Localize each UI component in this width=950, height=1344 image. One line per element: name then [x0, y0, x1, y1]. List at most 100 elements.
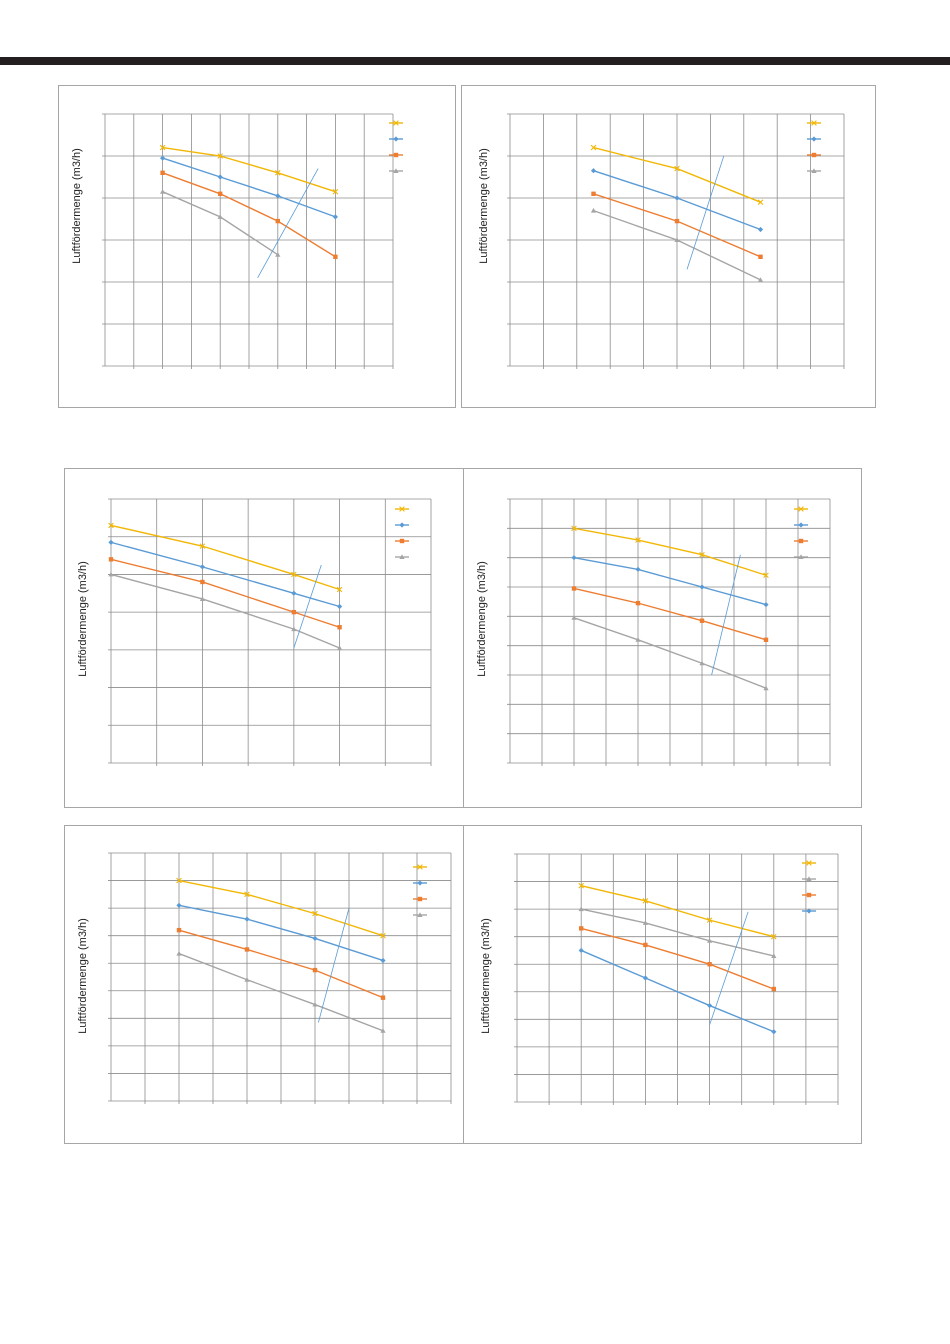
series-1: [176, 877, 386, 939]
series-2: [160, 155, 338, 220]
series-3-point: [108, 557, 114, 562]
series-3-point: [571, 586, 577, 591]
series-4-point: [571, 615, 577, 620]
series-4: [578, 947, 777, 1035]
series-2-line: [573, 556, 767, 606]
series-1: [159, 144, 339, 195]
legend-marker-3: [798, 538, 804, 544]
series-4-point: [590, 207, 597, 213]
series-3-point: [707, 962, 712, 967]
legend: [807, 120, 821, 173]
series-3: [571, 586, 769, 642]
series-4-point: [336, 645, 343, 650]
series-3: [160, 170, 338, 259]
legend-marker-1: [811, 120, 817, 126]
series-1-line: [178, 879, 384, 937]
legend-marker-1: [806, 860, 812, 866]
legend: [794, 506, 808, 559]
series-1: [578, 882, 777, 940]
operating-line: [318, 908, 350, 1023]
series-2-line: [110, 541, 340, 608]
series-4: [176, 950, 386, 1033]
series-2: [590, 168, 764, 233]
series-3-point: [591, 191, 596, 196]
legend-marker-3: [417, 896, 423, 902]
series-3-point: [275, 218, 280, 224]
series-4-point: [635, 637, 641, 642]
series-1-point: [176, 877, 182, 884]
grid: [108, 498, 432, 766]
series-4: [108, 571, 343, 650]
series-2-point: [763, 602, 769, 608]
series-1-point: [275, 170, 281, 176]
series-4-point: [108, 571, 114, 577]
series-2-line: [162, 157, 336, 218]
series-1-point: [590, 144, 597, 151]
legend-marker-4: [811, 168, 817, 173]
series-1-point: [199, 543, 206, 549]
series-2-point: [312, 935, 318, 942]
series-3-point: [699, 618, 705, 623]
series-3-point: [176, 927, 182, 933]
series-1: [590, 144, 764, 205]
series-1-point: [159, 144, 166, 151]
legend-marker-2: [417, 880, 423, 886]
legend-marker-4: [417, 912, 423, 917]
series-1-point: [108, 522, 114, 529]
legend-marker-1: [393, 120, 399, 126]
series-4-point: [642, 975, 648, 981]
series-1-point: [332, 188, 339, 195]
series-4: [160, 189, 281, 257]
series-4-line: [580, 949, 775, 1033]
series-3-point: [579, 926, 584, 931]
series-2: [578, 906, 777, 958]
series-3-point: [771, 986, 776, 992]
series-4-point: [757, 277, 764, 282]
series-3-point: [643, 942, 648, 948]
series-2-point: [332, 214, 338, 220]
legend-marker-1: [798, 506, 804, 512]
series-4-point: [244, 977, 250, 982]
legend-marker-2: [798, 522, 804, 528]
series-3-point: [337, 625, 342, 630]
series-3: [108, 557, 342, 630]
legend-marker-3: [811, 152, 817, 158]
series-1-point: [763, 572, 769, 579]
series-4-point: [763, 685, 769, 691]
series-3-point: [763, 637, 769, 642]
series-1-point: [217, 153, 223, 159]
series-3: [579, 926, 776, 992]
series-1-point: [635, 537, 641, 543]
chart-3-svg: Luftfördermenge (m3/h): [77, 498, 432, 766]
legend-marker-2: [399, 522, 405, 528]
series-2-point: [244, 916, 250, 922]
chart-panel-5: Luftfördermenge (m3/h): [64, 825, 464, 1144]
grid: [507, 498, 831, 766]
series-3-point: [200, 579, 205, 585]
legend-marker-3: [393, 152, 399, 158]
grid: [514, 853, 839, 1105]
series-1-point: [291, 571, 297, 578]
series-1-point: [571, 525, 577, 532]
chart-5-svg: Luftfördermenge (m3/h): [77, 852, 452, 1104]
series-2-point: [771, 953, 777, 958]
series-2-line: [178, 904, 384, 962]
legend-marker-4: [399, 554, 405, 559]
series-1-point: [380, 932, 386, 939]
series-2-point: [571, 555, 577, 561]
grid: [102, 113, 394, 369]
series-2-point: [199, 564, 206, 570]
y-axis-label: Luftfördermenge (m3/h): [71, 148, 83, 264]
legend-marker-1: [399, 506, 405, 512]
legend: [395, 506, 409, 559]
series-2-point: [578, 906, 584, 912]
operating-line: [711, 554, 741, 676]
series-2-point: [176, 902, 182, 908]
series-2-point: [635, 566, 641, 572]
series-3-point: [333, 254, 338, 259]
series-4-point: [160, 189, 166, 194]
series-2-point: [217, 174, 223, 180]
legend: [413, 864, 427, 917]
legend-marker-4: [393, 168, 399, 173]
chart-1-svg: Luftfördermenge (m3/h): [71, 113, 403, 369]
